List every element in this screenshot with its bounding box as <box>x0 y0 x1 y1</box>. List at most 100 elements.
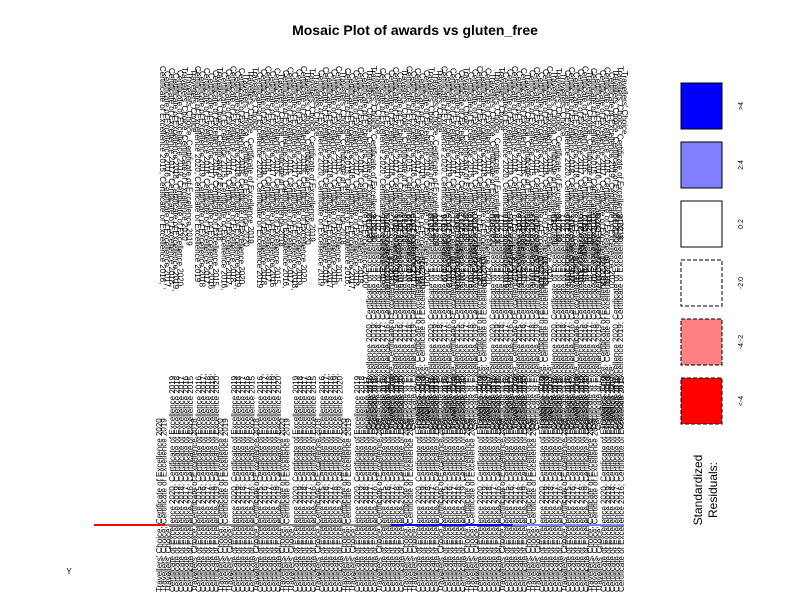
award-label: Certificate of Excellence 2016, Certific… <box>186 375 195 592</box>
award-label: Travellers' Choice, Certificate of Excel… <box>369 66 378 240</box>
award-label: Travellers' Choice, Certificate of Excel… <box>572 256 581 430</box>
award-label: Certificate of Excellence 2020, Certific… <box>168 375 177 592</box>
award-label: Certificate of Excellence 2017, Certific… <box>573 374 582 592</box>
award-label: Certificate of Excellence 2019, Certific… <box>198 71 207 288</box>
award-label: Travellers' Choice, Certificate of Excel… <box>190 418 199 592</box>
award-label: Travellers' Choice <box>497 67 506 131</box>
award-label: Certificate of Excellence 2019, Certific… <box>506 69 515 286</box>
award-label: Certificate of Excellence 2019, Certific… <box>409 213 418 430</box>
award-label: Certificate of Excellence 2018, Certific… <box>393 374 402 592</box>
award-label: Travellers' Choice, Certificate of Excel… <box>365 69 374 243</box>
award-label: Certificate of Excellence 2017, Certific… <box>585 212 594 430</box>
award-label: Travellers' Choice, Certificate of Excel… <box>387 256 396 430</box>
award-label: Certificate of Excellence 2018, Certific… <box>572 72 581 289</box>
award-label: Certificate of Excellence 2017, Certific… <box>524 212 533 430</box>
award-label: Certificate of Excellence 2018, Certific… <box>547 375 556 592</box>
award-label: Certificate of Excellence 2017, Certific… <box>327 374 336 592</box>
award-label: Certificate of Excellence 2015, Certific… <box>220 72 229 290</box>
award-label: Certificate of Excellence 2017, Certific… <box>450 374 459 592</box>
award-label: Travellers' Choice, Certificate of Excel… <box>313 418 322 592</box>
award-label: Certificate of Excellence 2015, Certific… <box>404 66 413 284</box>
award-label: Certificate of Excellence 2018, Certific… <box>608 375 617 592</box>
award-label: Certificate of Excellence 2018, Certific… <box>269 374 278 592</box>
award-label: Certificate of Excellence 2016, Certific… <box>211 70 220 287</box>
award-label: Travellers' Choice, Certificate of Excel… <box>431 72 440 246</box>
award-label: Certificate of Excellence 2018, Certific… <box>202 68 211 285</box>
award-label: Travellers' Choice, Certificate of Excel… <box>537 256 546 430</box>
award-label: Travellers' Choice, Certificate of Excel… <box>375 418 384 592</box>
award-label: Travellers' Choice, Certificate of Excel… <box>246 70 255 244</box>
legend-tick-label: 2:4 <box>738 160 745 170</box>
award-label: Certificate of Excellence 2018, Certific… <box>454 374 463 592</box>
award-label: Certificate of Excellence 2018, Certific… <box>466 212 475 430</box>
award-label: Certificate of Excellence 2017, Certific… <box>305 375 314 592</box>
award-label: Certificate of Excellence 2018, Certific… <box>559 213 568 430</box>
award-label: Certificate of Excellence 2016, Certific… <box>532 67 541 285</box>
award-label: Certificate of Excellence 2015, Certific… <box>281 70 290 288</box>
award-label: Certificate of Excellence 2019, Certific… <box>370 213 379 430</box>
award-label: Certificate of Excellence 2016, Certific… <box>247 375 256 592</box>
award-label: Certificate of Excellence 2015, Certific… <box>256 374 265 592</box>
award-label: Certificate of Excellence 2017, Certific… <box>181 375 190 592</box>
award-label: Certificate of Excellence 2019, Certific… <box>357 375 366 592</box>
award-label: Certificate of Excellence 2020, Certific… <box>612 213 621 430</box>
award-label: Certificate of Excellence 2018, Certific… <box>387 70 396 287</box>
legend-title: Residuals: <box>706 462 720 518</box>
award-label: Certificate of Excellence 2016, Certific… <box>396 72 405 289</box>
legend-tick-label: <-4 <box>738 396 745 406</box>
award-label: Travellers' Choice, Certificate of Excel… <box>616 66 625 240</box>
legend-tick-label: 0:2 <box>738 219 745 229</box>
award-label: Travellers' Choice <box>558 73 567 137</box>
award-label: Certificate of Excellence 2019, Certific… <box>459 375 468 592</box>
award-label: Certificate of Excellence 2015, Certific… <box>564 374 573 592</box>
award-label: Certificate of Excellence 2017, Certific… <box>290 72 299 290</box>
award-label: Certificate of Excellence 2017, Certific… <box>243 375 252 592</box>
award-label: Travellers' Choice, Certificate of Excel… <box>585 71 594 245</box>
award-label: Certificate of Excellence 2019, Certific… <box>471 213 480 430</box>
award-label: Certificate of Excellence 2019, Certific… <box>397 375 406 592</box>
award-label: Certificate of Excellence 2015, Certific… <box>589 68 598 286</box>
legend-swatch <box>680 318 723 366</box>
award-label: Travellers' Choice, Certificate of Excel… <box>510 256 519 430</box>
award-label: Certificate of Excellence 2015, Certific… <box>441 374 450 592</box>
award-label: Travellers' Choice <box>410 528 419 592</box>
award-label: Travellers' Choice, Certificate of Excel… <box>278 418 287 592</box>
award-label: Certificate of Excellence 2018, Certific… <box>485 375 494 592</box>
award-label: Certificate of Excellence 2015, Certific… <box>343 68 352 286</box>
award-label: Travellers' Choice <box>349 528 358 592</box>
residual-segment <box>94 524 166 526</box>
award-label: Travellers' Choice, Certificate of Excel… <box>340 418 349 592</box>
award-label: Travellers' Choice, Certificate of Excel… <box>252 418 261 592</box>
award-label: Certificate of Excellence 2019, Certific… <box>321 67 330 284</box>
award-label: Certificate of Excellence 2016, Certific… <box>507 374 516 592</box>
award-label: Certificate of Excellence 2018, Certific… <box>208 374 217 592</box>
award-label: Travellers' Choice, Certificate of Excel… <box>611 69 620 243</box>
award-label: Certificate of Excellence 2016, Certific… <box>162 71 171 289</box>
award-label: Certificate of Excellence 2019, Certific… <box>259 69 268 286</box>
award-label: Certificate of Excellence 2017, Certific… <box>203 374 212 592</box>
award-label: Certificate of Excellence 2017, Certific… <box>428 375 437 592</box>
award-label: Travellers' Choice, Certificate of Excel… <box>184 72 193 246</box>
award-label: Certificate of Excellence 2016, Certific… <box>261 374 270 592</box>
award-label: Certificate of Excellence 2019, Certific… <box>545 66 554 283</box>
award-label: Certificate of Excellence 2020, Certific… <box>563 70 572 287</box>
award-label: Certificate of Excellence 2016, Certific… <box>371 375 380 592</box>
award-label: Certificate of Excellence 2016, Certific… <box>199 374 208 592</box>
award-label: Travellers' Choice, Certificate of Excel… <box>283 418 292 592</box>
award-label: Certificate of Excellence 2017, Certific… <box>475 66 484 284</box>
award-label: Certificate of Excellence 2018, Certific… <box>577 374 586 592</box>
award-label: Certificate of Excellence 2020, Certific… <box>291 375 300 592</box>
award-label: Travellers' Choice <box>225 528 234 592</box>
residual-baseline <box>94 524 624 526</box>
award-label: Certificate of Excellence 2016, Certific… <box>309 375 318 592</box>
award-label: Travellers' Choice, Certificate of Excel… <box>155 418 164 592</box>
award-label: Travellers' Choice <box>250 67 259 131</box>
award-label: Certificate of Excellence 2018, Certific… <box>325 72 334 289</box>
award-label: Certificate of Excellence 2018, Certific… <box>405 212 414 430</box>
award-label: Certificate of Excellence 2019, Certific… <box>567 67 576 284</box>
award-label: Travellers' Choice, Certificate of Excel… <box>338 71 347 245</box>
award-label: Certificate of Excellence 2019, Certific… <box>554 213 563 430</box>
award-label: Certificate of Excellence 2017, Certific… <box>206 73 215 290</box>
award-label: Certificate of Excellence 2018, Certific… <box>264 66 273 283</box>
